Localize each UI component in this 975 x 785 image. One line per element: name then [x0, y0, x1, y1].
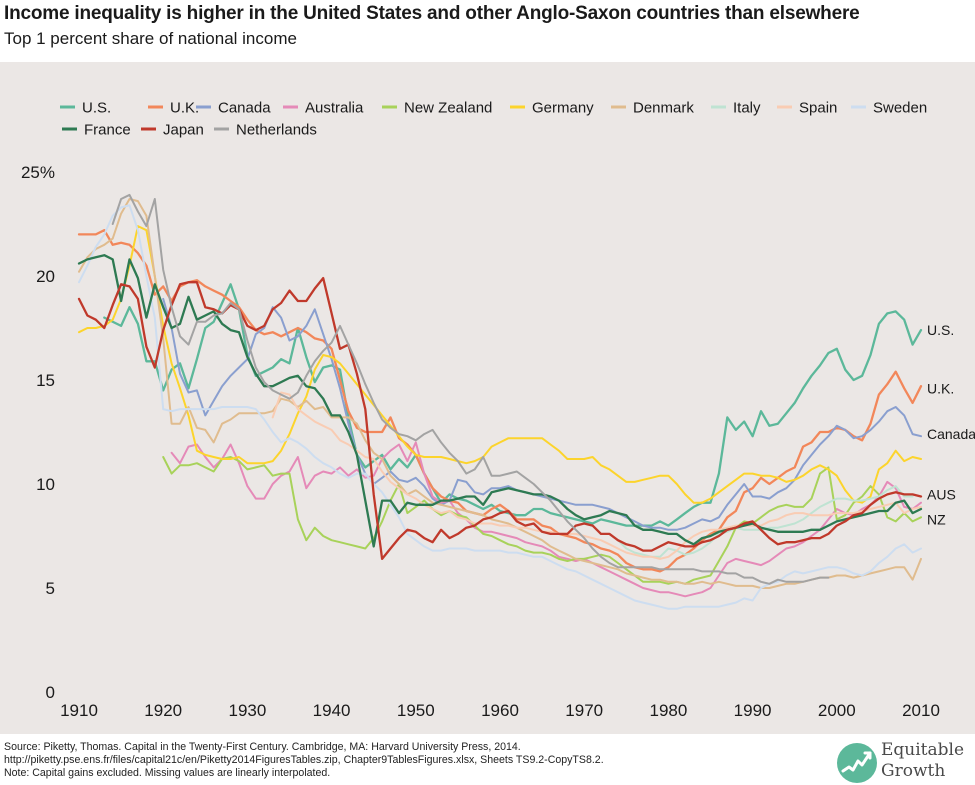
legend-item-france: France — [62, 122, 131, 139]
legend-item-canada: Canada — [196, 100, 271, 117]
x-tick-label: 1930 — [228, 701, 266, 720]
x-axis: 1910 1920 1930 1940 1950 1960 1970 1980 1990 2000… — [60, 701, 940, 720]
legend-label: Canada — [218, 100, 271, 117]
legend-label: Australia — [305, 100, 364, 117]
legend-label: Spain — [799, 100, 837, 117]
logo-icon — [837, 743, 877, 783]
end-label-nz: NZ — [927, 511, 946, 527]
y-tick-label: 20 — [36, 267, 55, 286]
y-tick-label: 25% — [21, 163, 55, 182]
series-line-denmark — [78, 198, 922, 589]
legend-label: Germany — [532, 100, 594, 117]
legend-label: New Zealand — [404, 100, 492, 117]
series-line-germany — [78, 225, 922, 504]
series-line-spain — [271, 391, 922, 560]
legend: U.S. U.K. Canada Australia New Zealand German… — [60, 100, 927, 139]
series-lines — [77, 193, 923, 610]
y-tick-label: 10 — [36, 475, 55, 494]
source-note: Source: Piketty, Thomas. Capital in the … — [4, 741, 521, 753]
legend-label: Denmark — [633, 100, 694, 117]
logo-line1: Equitable — [881, 740, 965, 760]
series-line-sweden — [78, 204, 922, 610]
x-tick-label: 1990 — [734, 701, 772, 720]
legend-item-u-s: U.S. — [60, 100, 111, 117]
legend-item-spain: Spain — [777, 100, 837, 117]
legend-item-germany: Germany — [510, 100, 594, 117]
series-line-france — [77, 254, 923, 548]
y-tick-label: 0 — [46, 683, 55, 702]
y-tick-label: 15 — [36, 371, 55, 390]
chart-title: Income inequality is higher in the Unite… — [4, 3, 860, 24]
legend-item-new-zealand: New Zealand — [382, 100, 492, 117]
legend-item-denmark: Denmark — [611, 100, 694, 117]
footer: Source: Piketty, Thomas. Capital in the … — [4, 741, 604, 780]
x-tick-label: 1980 — [649, 701, 687, 720]
legend-label: Japan — [163, 122, 204, 139]
legend-label: Italy — [733, 100, 761, 117]
legend-item-u-k: U.K. — [148, 100, 199, 117]
x-tick-label: 2000 — [818, 701, 856, 720]
chart-subtitle: Top 1 percent share of national income — [4, 29, 297, 48]
legend-item-sweden: Sweden — [851, 100, 927, 117]
y-tick-label: 5 — [46, 579, 55, 598]
equitable-growth-logo: Equitable Growth — [836, 740, 975, 785]
legend-item-japan: Japan — [141, 122, 204, 139]
source-url: http://piketty.pse.ens.fr/files/capital2… — [4, 754, 604, 766]
legend-label: France — [84, 122, 131, 139]
y-axis: 0 5 10 15 20 25% — [21, 163, 55, 702]
series-line-japan — [77, 276, 923, 561]
x-tick-label: 1910 — [60, 701, 98, 720]
end-labels: U.S. U.K. Canada AUS NZ — [927, 322, 975, 527]
end-label-aus: AUS — [927, 486, 956, 502]
end-label-u-s: U.S. — [927, 322, 954, 338]
series-line-australia — [170, 441, 922, 598]
x-tick-label: 2010 — [902, 701, 940, 720]
logo-line2: Growth — [881, 761, 946, 781]
end-label-u-k: U.K. — [927, 380, 954, 396]
x-tick-label: 1960 — [481, 701, 519, 720]
series-line-u-k — [77, 229, 923, 573]
end-label-canada: Canada — [927, 426, 975, 442]
series-line-new-zealand — [162, 456, 922, 585]
x-tick-label: 1950 — [397, 701, 435, 720]
legend-label: U.S. — [82, 100, 111, 117]
note: Note: Capital gains excluded. Missing va… — [4, 767, 331, 779]
legend-item-australia: Australia — [283, 100, 364, 117]
legend-item-netherlands: Netherlands — [214, 122, 317, 139]
legend-label: U.K. — [170, 100, 199, 117]
series-line-netherlands — [111, 193, 830, 585]
legend-label: Netherlands — [236, 122, 317, 139]
x-tick-label: 1920 — [144, 701, 182, 720]
logo-wordmark: Equitable Growth — [881, 740, 964, 782]
legend-item-italy: Italy — [711, 100, 761, 117]
legend-label: Sweden — [873, 100, 927, 117]
x-tick-label: 1970 — [565, 701, 603, 720]
x-tick-label: 1940 — [313, 701, 351, 720]
